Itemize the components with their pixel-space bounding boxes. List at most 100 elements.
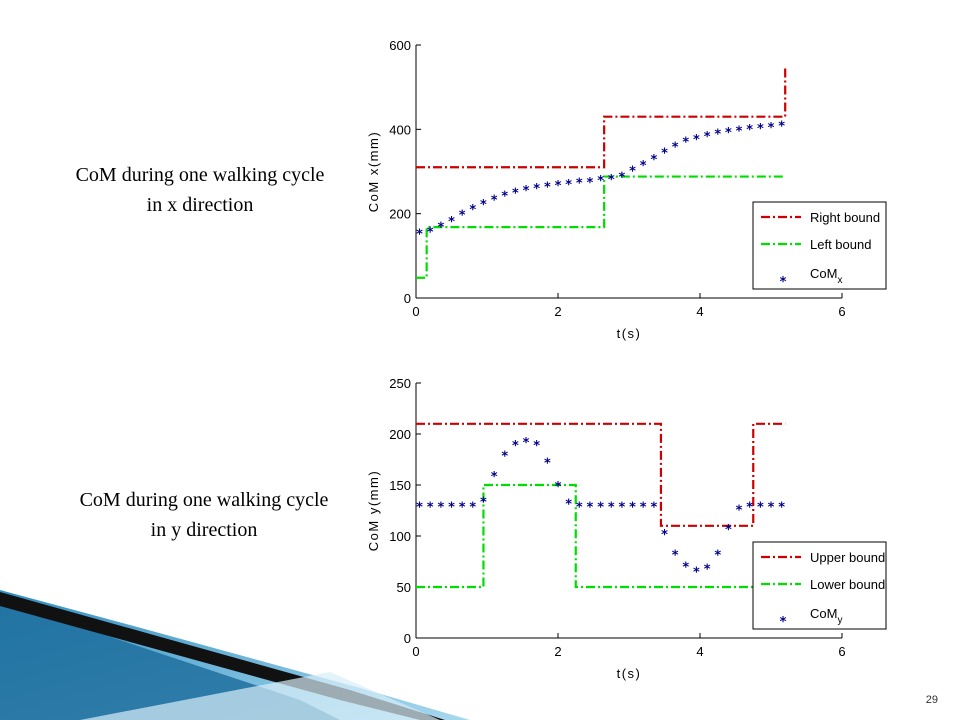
caption-y-line1: CoM during one walking cycle (79, 489, 329, 511)
lower-bound-line (416, 175, 786, 279)
com-point: * (672, 548, 679, 563)
com-point: * (512, 439, 519, 454)
com-point: * (618, 500, 625, 515)
com-point: * (523, 436, 530, 451)
com-point: * (491, 470, 498, 485)
legend-box (752, 541, 887, 630)
com-point: * (565, 178, 572, 193)
x-axis-label: t(s) (617, 666, 642, 681)
com-point: * (661, 146, 668, 161)
com-point: * (416, 500, 423, 515)
com-point: * (778, 500, 785, 515)
x-tick-label: 6 (838, 304, 845, 319)
com-point: * (576, 500, 583, 515)
com-point: * (736, 503, 743, 518)
y-tick-label: 600 (389, 38, 411, 53)
caption-y-line2: in y direction (150, 519, 258, 541)
com-point: * (629, 500, 636, 515)
com-point: * (757, 500, 764, 515)
y-tick-label: 200 (389, 427, 411, 442)
upper-bound-line (416, 66, 787, 169)
com-point: * (501, 190, 508, 205)
com-point: * (768, 121, 775, 136)
y-axis-label: CoM x(mm) (366, 131, 381, 212)
y-tick-label: 0 (404, 291, 411, 306)
com-point: * (650, 500, 657, 515)
com-point: * (746, 500, 753, 515)
y-tick-label: 200 (389, 207, 411, 222)
y-tick-label: 100 (389, 529, 411, 544)
com-point: * (661, 528, 668, 543)
com-point: * (704, 563, 711, 578)
com-point: * (597, 500, 604, 515)
com-point: * (501, 449, 508, 464)
com-point: * (629, 164, 636, 179)
legend-subscript: x (837, 275, 842, 286)
com-point: * (650, 153, 657, 168)
y-tick-label: 0 (404, 631, 411, 646)
caption-x-line2: in x direction (146, 194, 254, 216)
com-point: * (672, 140, 679, 155)
legend-marker: * (780, 275, 787, 290)
com-point: * (640, 159, 647, 174)
legend-label: Upper bound (810, 550, 885, 565)
com-point: * (608, 500, 615, 515)
com-point: * (576, 177, 583, 192)
com-point: * (714, 548, 721, 563)
lower-bound-line (416, 483, 786, 589)
x-axis-label: t(s) (617, 326, 642, 341)
x-tick-label: 0 (412, 644, 419, 659)
com-point: * (725, 126, 732, 141)
legend-box (752, 201, 887, 290)
x-tick-label: 4 (696, 644, 703, 659)
com-point: * (469, 203, 476, 218)
com-point: * (416, 228, 423, 243)
com-point: * (768, 500, 775, 515)
caption-y-direction: CoM during one walking cycle in y direct… (44, 485, 364, 545)
page-number: 29 (925, 694, 938, 706)
com-point: * (725, 523, 732, 538)
com-point: * (437, 500, 444, 515)
caption-x-direction: CoM during one walking cycle in x direct… (40, 160, 360, 220)
com-point: * (544, 457, 551, 472)
com-point: * (757, 122, 764, 137)
com-point: * (427, 500, 434, 515)
legend-marker: * (780, 615, 787, 630)
com-point: * (640, 500, 647, 515)
com-point: * (746, 123, 753, 138)
com-point: * (512, 187, 519, 202)
x-tick-label: 4 (696, 304, 703, 319)
com-point: * (555, 179, 562, 194)
com-point: * (587, 176, 594, 191)
x-tick-label: 2 (554, 644, 561, 659)
com-point: * (427, 226, 434, 241)
com-point: * (736, 124, 743, 139)
y-tick-label: 50 (397, 580, 411, 595)
com-point: * (618, 171, 625, 186)
y-tick-label: 150 (389, 478, 411, 493)
com-point: * (682, 135, 689, 150)
x-tick-label: 6 (838, 644, 845, 659)
legend-label: Lower bound (810, 577, 885, 592)
com-point: * (459, 209, 466, 224)
com-point: * (544, 180, 551, 195)
upper-bound-line (416, 422, 786, 527)
com-point: * (704, 130, 711, 145)
com-point: * (480, 198, 487, 213)
y-axis-label: CoM y(mm) (366, 470, 381, 551)
com-point: * (491, 193, 498, 208)
com-point: * (533, 182, 540, 197)
com-point: * (448, 500, 455, 515)
com-point: * (778, 119, 785, 134)
x-tick-label: 2 (554, 304, 561, 319)
legend-subscript: y (837, 615, 842, 626)
com-point: * (448, 215, 455, 230)
com-point: * (682, 561, 689, 576)
com-point: * (533, 439, 540, 454)
com-point: * (459, 500, 466, 515)
